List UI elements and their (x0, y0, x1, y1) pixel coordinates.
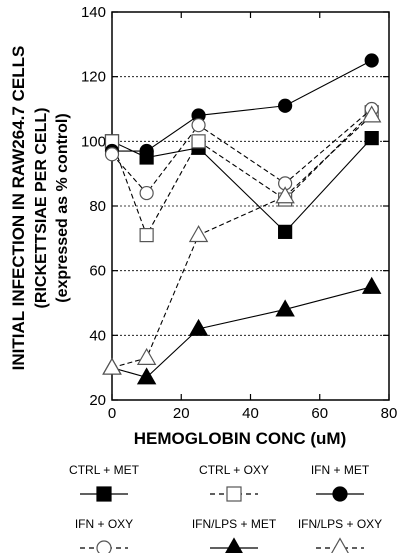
data-point (364, 53, 379, 68)
data-point (191, 134, 206, 149)
legend-label: IFN + MET (311, 463, 370, 477)
data-point (102, 357, 122, 375)
legend-item: IFN + OXY (75, 517, 133, 553)
data-point (364, 131, 379, 146)
data-point (188, 318, 209, 336)
legend-label: IFN + OXY (75, 517, 133, 531)
series-layer (102, 53, 382, 385)
data-point (139, 228, 154, 243)
x-tick-label: 0 (108, 405, 116, 422)
legend: CTRL + MET CTRL + OXY IFN + MET IFN + OXY IF… (69, 463, 382, 553)
legend-item: IFN/LPS + MET (192, 517, 277, 553)
data-point (104, 147, 120, 162)
series-4 (102, 276, 382, 385)
grid-lines (112, 76, 389, 336)
y-tick-label: 80 (89, 198, 106, 215)
legend-marker (226, 486, 242, 502)
data-point (136, 367, 157, 385)
y-tick-label: 60 (89, 263, 106, 280)
legend-label: IFN/LPS + OXY (298, 517, 382, 531)
legend-label: IFN/LPS + MET (192, 517, 277, 531)
legend-item: IFN/LPS + OXY (298, 517, 382, 553)
legend-item: CTRL + MET (69, 463, 140, 502)
data-point (275, 186, 295, 204)
data-point (136, 347, 157, 365)
x-axis-label: HEMOGLOBIN CONC (uM) (134, 429, 346, 448)
y-tick-label: 120 (81, 69, 106, 86)
series-2 (104, 53, 379, 159)
legend-marker (331, 537, 349, 553)
legend-item: IFN + MET (311, 463, 370, 502)
legend-marker (332, 486, 348, 502)
data-point (188, 225, 209, 243)
series-line (112, 60, 372, 152)
series-5 (102, 105, 382, 375)
data-point (278, 98, 293, 113)
y-tick-label: 40 (89, 327, 106, 344)
y-axis-label-line3: (expressed as % control) (54, 113, 71, 302)
y-tick-label: 20 (89, 392, 106, 409)
legend-marker (96, 540, 112, 553)
data-point (361, 105, 382, 123)
data-point (275, 299, 295, 317)
series-line (111, 111, 373, 237)
data-point (139, 185, 154, 201)
legend-marker (96, 486, 112, 502)
data-point (191, 118, 206, 133)
y-tick-label: 140 (81, 4, 106, 21)
data-point (361, 276, 382, 294)
data-point (278, 224, 293, 239)
legend-marker (225, 537, 243, 553)
x-tick-label: 60 (311, 405, 328, 422)
legend-item: CTRL + OXY (199, 463, 269, 502)
series-1 (104, 105, 379, 243)
y-axis-label-line1: INITIAL INFECTION IN RAW264.7 CELLS (9, 46, 28, 371)
legend-label: CTRL + OXY (199, 463, 269, 477)
y-axis-label-line2: (RICKETTSIAE PER CELL) (33, 108, 50, 309)
x-tick-label: 40 (242, 405, 259, 422)
legend-label: CTRL + MET (69, 463, 140, 477)
y-tick-label: 100 (81, 133, 106, 150)
x-tick-label: 20 (173, 405, 190, 422)
x-tick-label: 80 (381, 405, 398, 422)
data-point (139, 143, 154, 159)
